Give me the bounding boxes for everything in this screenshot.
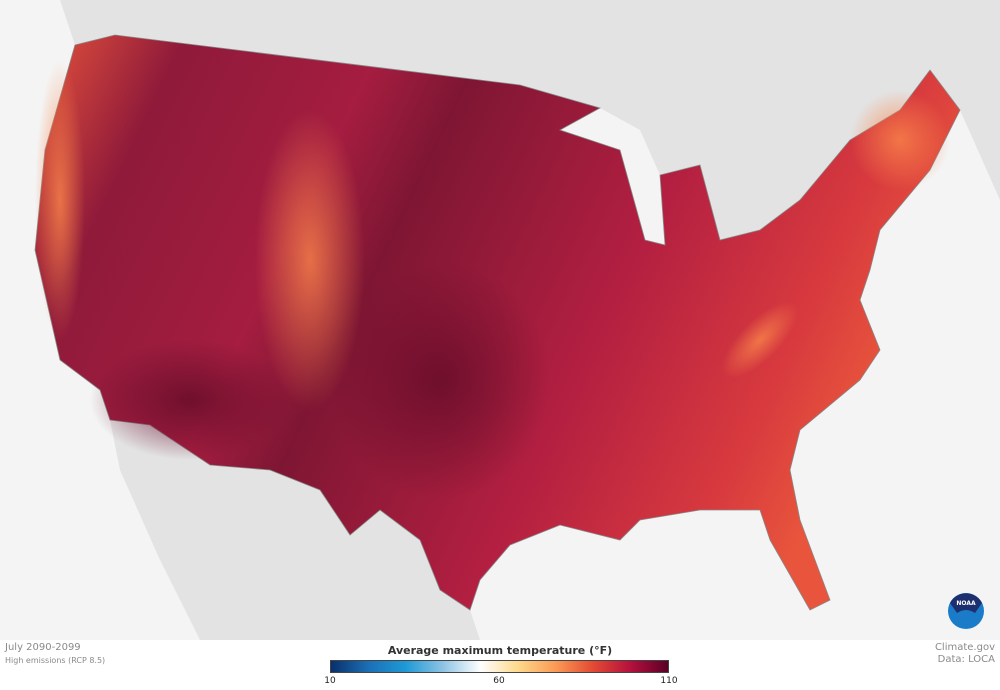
legend-tick-mid: 60 (493, 676, 505, 686)
appalachian-cooler-region (721, 301, 799, 379)
legend-tick-max: 110 (660, 676, 678, 686)
mexico-land (110, 420, 480, 640)
data-source-label: Data: LOCA (937, 654, 995, 665)
legend-color-bar (330, 660, 669, 673)
plains-hot-region (330, 260, 550, 500)
northeast-cooler-region (850, 90, 950, 190)
noaa-logo: NOAA (948, 593, 984, 629)
legend-tick-min: 10 (324, 676, 336, 686)
map-footer: July 2090-2099 High emissions (RCP 8.5) … (0, 640, 1000, 690)
temperature-map: NOAA (0, 0, 1000, 640)
southwest-hot-region (90, 340, 290, 460)
pacific-coast-cooler-region (35, 60, 85, 340)
scenario-label: High emissions (RCP 8.5) (5, 656, 106, 665)
credit-label: Climate.gov (934, 642, 995, 653)
period-label: July 2090-2099 (5, 642, 81, 653)
canada-land (0, 0, 1000, 240)
svg-text:NOAA: NOAA (956, 600, 976, 607)
legend-title: Average maximum temperature (°F) (387, 644, 613, 657)
rockies-cooler-region (255, 110, 365, 410)
